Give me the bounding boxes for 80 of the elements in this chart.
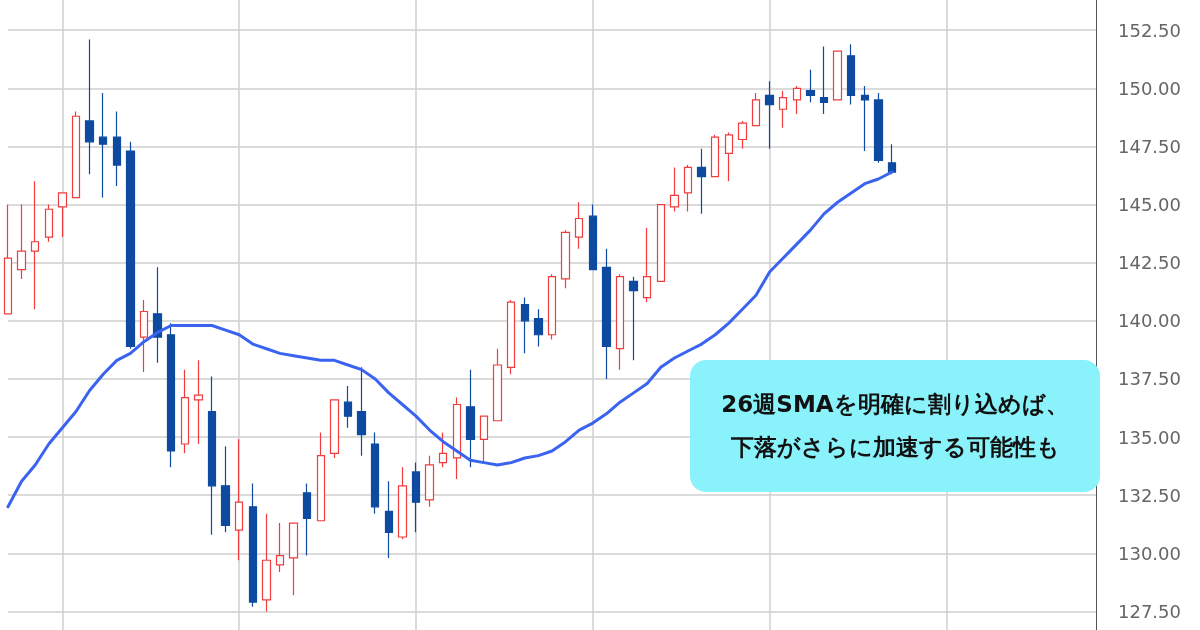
candlestick bbox=[397, 466, 408, 540]
candlestick bbox=[234, 438, 244, 561]
y-tick-label: 135.00 bbox=[1118, 426, 1181, 448]
candlestick bbox=[356, 366, 367, 457]
annotation: 26週SMAを明確に割り込めば、 bbox=[721, 390, 1069, 419]
candlestick bbox=[764, 80, 775, 150]
candlestick bbox=[792, 85, 802, 115]
candlestick bbox=[860, 85, 870, 152]
candlestick bbox=[506, 299, 516, 375]
candlestick bbox=[574, 201, 584, 250]
candlestick bbox=[30, 180, 40, 310]
candlestick bbox=[751, 92, 761, 127]
candlestick bbox=[180, 369, 190, 454]
candlestick bbox=[275, 522, 285, 573]
y-tick-label: 137.50 bbox=[1118, 368, 1181, 390]
candlestick bbox=[193, 359, 204, 445]
candlestick bbox=[696, 148, 707, 215]
candlestick bbox=[533, 308, 544, 347]
candlestick bbox=[873, 92, 884, 164]
candlestick bbox=[615, 273, 625, 371]
candlestick bbox=[16, 203, 27, 280]
candlestick bbox=[98, 92, 108, 199]
candlestick bbox=[84, 38, 95, 175]
candlestick bbox=[805, 69, 816, 103]
annotation: 下落がさらに加速する可能性も bbox=[730, 433, 1060, 462]
candlestick bbox=[819, 45, 829, 115]
candlestick bbox=[112, 110, 122, 187]
candlestick bbox=[220, 445, 231, 533]
y-tick-label: 150.00 bbox=[1118, 77, 1181, 99]
candlestick bbox=[588, 203, 598, 271]
candlestick bbox=[628, 276, 639, 361]
candlestick bbox=[492, 348, 503, 422]
candlestick bbox=[261, 513, 272, 612]
candlestick bbox=[152, 266, 163, 364]
candlestick bbox=[57, 192, 68, 238]
candlestick bbox=[44, 203, 54, 243]
candlestick bbox=[656, 203, 666, 282]
candlestick bbox=[642, 227, 652, 303]
y-tick-label: 130.00 bbox=[1118, 542, 1181, 564]
candlestick bbox=[288, 522, 299, 596]
candlestick bbox=[465, 369, 476, 468]
candlestick bbox=[710, 134, 720, 178]
candlestick bbox=[3, 203, 13, 315]
candlestick bbox=[737, 120, 748, 150]
y-tick-label: 140.00 bbox=[1118, 310, 1181, 332]
y-tick-label: 132.50 bbox=[1118, 484, 1181, 506]
callout-box: 26週SMAを明確に割り込めば、 下落がさらに加速する可能性も bbox=[690, 360, 1100, 492]
candlestick bbox=[411, 462, 421, 533]
candlestick bbox=[139, 299, 149, 373]
candlestick bbox=[329, 399, 340, 459]
candlestick bbox=[207, 376, 217, 536]
candlestick bbox=[125, 141, 136, 350]
candlestick bbox=[302, 482, 312, 557]
y-tick-label: 142.50 bbox=[1118, 252, 1181, 274]
candlestick bbox=[438, 431, 448, 468]
candlestick bbox=[520, 296, 530, 354]
candlestick bbox=[248, 482, 258, 608]
candlestick bbox=[683, 164, 693, 213]
candlestick bbox=[560, 229, 571, 289]
candlestick bbox=[832, 50, 843, 101]
candlestick bbox=[166, 322, 176, 468]
y-tick-label: 152.50 bbox=[1118, 19, 1181, 41]
candlestick bbox=[452, 396, 462, 480]
candlestick bbox=[601, 248, 612, 380]
candlestick bbox=[778, 90, 788, 129]
y-tick-label: 127.50 bbox=[1118, 600, 1181, 622]
candlestick bbox=[547, 273, 557, 341]
candlestick bbox=[669, 166, 680, 213]
candlestick bbox=[887, 143, 897, 175]
candlestick bbox=[370, 431, 380, 515]
candlestick bbox=[71, 110, 81, 199]
y-tick-label: 147.50 bbox=[1118, 135, 1181, 157]
candlestick bbox=[343, 385, 353, 429]
candlestick bbox=[724, 131, 734, 182]
candlestick bbox=[316, 431, 326, 522]
y-tick-label: 145.00 bbox=[1118, 194, 1181, 216]
candlestick bbox=[384, 480, 394, 559]
candlestick bbox=[424, 455, 435, 508]
candlestick bbox=[479, 415, 489, 464]
candlestick bbox=[846, 43, 856, 106]
